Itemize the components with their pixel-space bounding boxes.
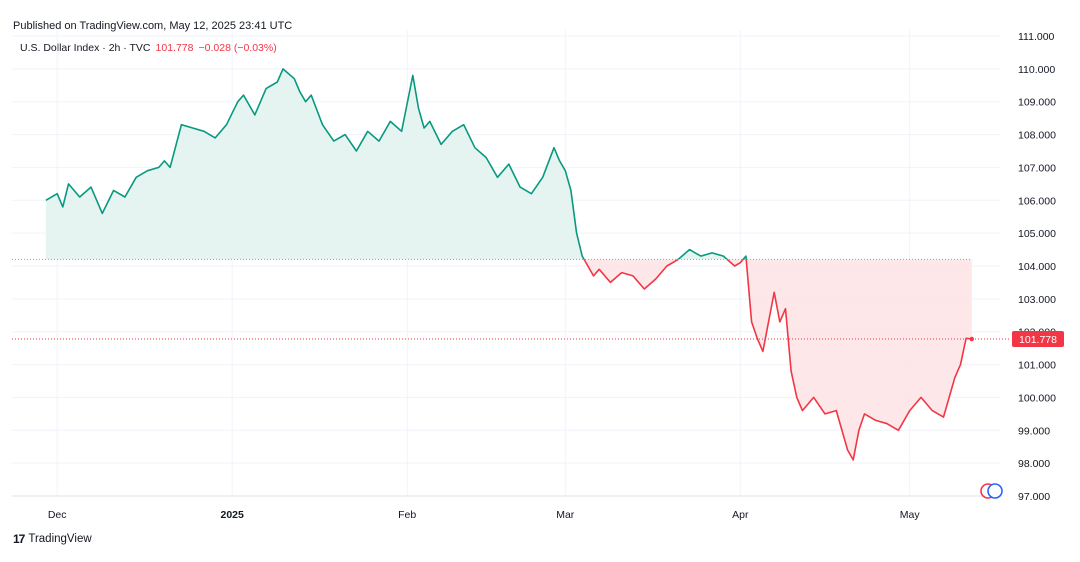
y-tick-label: 107.000 <box>1018 162 1056 174</box>
symbol-title: U.S. Dollar Index · 2h · TVC <box>20 42 151 54</box>
tradingview-footer[interactable]: 17 TradingView <box>13 532 92 546</box>
last-price-badge-label: 101.778 <box>1019 334 1057 346</box>
tradingview-brand: TradingView <box>28 533 92 545</box>
price-line-up <box>677 248 728 261</box>
price-line-down <box>745 259 972 461</box>
price-change: −0.028 (−0.03%) <box>198 42 277 54</box>
area-below-baseline <box>727 259 744 266</box>
x-tick-label: Feb <box>398 509 416 521</box>
y-tick-label: 108.000 <box>1018 130 1056 142</box>
y-tick-label: 98.000 <box>1018 458 1050 470</box>
x-tick-label: 2025 <box>221 509 245 521</box>
x-tick-label: Mar <box>556 509 575 521</box>
economic-event-icon[interactable] <box>987 483 1003 499</box>
y-tick-label: 110.000 <box>1018 64 1055 76</box>
area-above-baseline <box>45 68 585 260</box>
price-line-up <box>742 255 747 260</box>
x-tick-label: Apr <box>732 509 749 521</box>
y-tick-label: 109.000 <box>1018 97 1056 109</box>
y-tick-label: 97.000 <box>1018 491 1050 503</box>
x-tick-label: May <box>900 509 921 521</box>
last-price-dot <box>969 336 974 342</box>
y-tick-label: 101.000 <box>1018 360 1056 372</box>
published-caption: Published on TradingView.com, May 12, 20… <box>13 20 293 32</box>
area-below-baseline <box>584 259 679 289</box>
x-tick-label: Dec <box>48 509 67 521</box>
price-line-down <box>583 258 679 290</box>
y-tick-label: 111.000 <box>1018 31 1055 43</box>
y-tick-label: 106.000 <box>1018 195 1056 207</box>
y-tick-label: 105.000 <box>1018 228 1056 240</box>
last-price-badge <box>1012 331 1064 348</box>
last-price: 101.778 <box>155 42 194 54</box>
price-line-up <box>45 68 585 260</box>
tradingview-logo-icon: 17 <box>13 532 25 546</box>
y-tick-label: 104.000 <box>1018 261 1056 273</box>
price-line-down <box>726 258 744 267</box>
y-tick-label: 99.000 <box>1018 425 1050 437</box>
y-tick-label: 100.000 <box>1018 392 1056 404</box>
y-tick-label: 103.000 <box>1018 294 1056 306</box>
area-above-baseline <box>678 249 728 260</box>
symbol-legend: U.S. Dollar Index · 2h · TVC 101.778 −0.02… <box>20 42 277 54</box>
